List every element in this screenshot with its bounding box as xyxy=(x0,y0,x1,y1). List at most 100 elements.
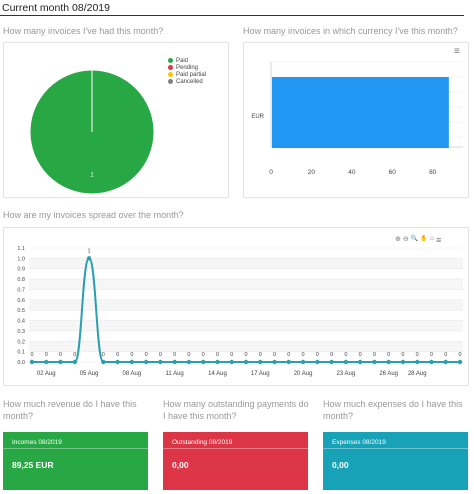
data-point xyxy=(129,359,135,365)
pie-chart-card: 1 Paid Pending Paid partial Cancelled xyxy=(3,42,229,198)
data-label: 0 xyxy=(130,352,133,358)
data-point xyxy=(372,359,377,365)
data-label: 0 xyxy=(401,352,404,358)
grid-band xyxy=(29,279,463,290)
data-point xyxy=(72,359,78,365)
data-point xyxy=(215,359,220,365)
data-label: 0 xyxy=(244,352,247,358)
data-label: 0 xyxy=(159,352,162,358)
data-point xyxy=(44,359,49,365)
data-point xyxy=(201,359,206,365)
data-point xyxy=(272,359,277,365)
data-point xyxy=(429,359,434,365)
outstanding-tile[interactable]: Outstanding 08/2019 0,00 xyxy=(163,432,308,490)
data-point xyxy=(58,359,63,365)
data-point xyxy=(386,359,391,365)
zoom-in-icon[interactable]: ⊕ xyxy=(395,236,401,243)
x-tick-label: 28 Aug xyxy=(408,371,427,377)
x-tick-label: 80 xyxy=(429,169,437,176)
zoom-icon[interactable]: 🔍 xyxy=(410,236,419,242)
question-revenue: How much revenue do I have this month? xyxy=(3,399,137,421)
x-tick-label: 02 Aug xyxy=(37,371,56,377)
data-point xyxy=(258,359,263,365)
y-tick-label: 0.6 xyxy=(17,298,25,304)
data-point xyxy=(86,256,92,261)
data-label: 0 xyxy=(187,352,190,358)
data-label: 0 xyxy=(316,352,319,358)
x-tick-label: 17 Aug xyxy=(251,371,270,377)
legend-item-paid-partial[interactable]: Paid partial xyxy=(168,71,206,78)
data-point xyxy=(300,359,306,365)
x-tick-label: 20 xyxy=(308,169,316,176)
home-icon[interactable]: ⌂ xyxy=(429,235,434,242)
legend-item-cancelled[interactable]: Cancelled xyxy=(168,78,206,85)
incomes-tile-label: Incomes 08/2019 xyxy=(3,432,148,449)
question-invoices-spread: How are my invoices spread over the mont… xyxy=(3,210,184,220)
pie-chart: 1 xyxy=(29,69,155,195)
y-tick-label: 0.0 xyxy=(17,360,25,366)
x-tick-label: 23 Aug xyxy=(337,371,356,377)
legend-marker-paid-partial xyxy=(168,72,173,77)
y-tick-label: 0.5 xyxy=(17,308,25,314)
data-point xyxy=(101,359,106,365)
data-point xyxy=(343,359,349,365)
data-point xyxy=(243,359,249,365)
data-label: 0 xyxy=(344,352,347,358)
y-tick-label: 0.9 xyxy=(17,267,25,273)
y-tick-label: 0.8 xyxy=(17,277,25,283)
legend-item-pending[interactable]: Pending xyxy=(168,64,206,71)
menu-icon[interactable]: ≡ xyxy=(454,46,460,57)
pan-icon[interactable]: ✋ xyxy=(420,236,428,242)
legend-label: Pending xyxy=(176,64,199,71)
y-tick-label: 0.1 xyxy=(17,350,25,356)
question-invoices-count: How many invoices I've had this month? xyxy=(3,26,164,36)
data-point xyxy=(286,359,291,365)
data-point xyxy=(115,359,120,365)
legend-label: Paid partial xyxy=(176,71,207,78)
grid-band xyxy=(29,320,463,331)
zoom-out-icon[interactable]: ⊖ xyxy=(402,236,409,243)
data-label: 1 xyxy=(88,248,91,254)
incomes-tile[interactable]: Incomes 08/2019 89,25 EUR xyxy=(3,432,148,490)
data-point xyxy=(315,359,320,365)
currency-bar-chart: EUR 0 20 40 60 80 xyxy=(251,61,463,176)
outstanding-tile-label: Outstanding 08/2019 xyxy=(163,432,308,449)
question-outstanding: How many outstanding payments do I have … xyxy=(163,399,309,421)
legend-label: Cancelled xyxy=(176,78,203,85)
data-label: 0 xyxy=(30,352,33,358)
y-tick-label: 1.0 xyxy=(17,256,25,262)
data-label: 0 xyxy=(102,352,105,358)
bar-eur xyxy=(272,77,449,148)
data-point xyxy=(443,359,448,365)
y-tick-label: EUR xyxy=(251,114,264,120)
menu-icon[interactable]: ≡ xyxy=(435,235,442,245)
data-label: 0 xyxy=(458,352,461,358)
legend-item-paid[interactable]: Paid xyxy=(168,57,206,64)
y-tick-label: 0.3 xyxy=(17,329,25,335)
chart-toolbar: ⊕ ⊖ 🔍 ✋ ⌂ ≡ xyxy=(395,235,441,245)
legend-marker-paid xyxy=(168,58,173,63)
x-tick-label: 11 Aug xyxy=(166,371,184,377)
outstanding-tile-value: 0,00 xyxy=(172,460,189,470)
data-label: 0 xyxy=(359,352,362,358)
data-point xyxy=(457,359,463,365)
x-tick-label: 0 xyxy=(269,169,273,176)
data-point xyxy=(329,359,334,365)
data-label: 0 xyxy=(444,352,447,358)
data-label: 0 xyxy=(259,352,262,358)
data-label: 0 xyxy=(287,352,290,358)
expenses-tile[interactable]: Expenses 08/2019 0,00 xyxy=(323,432,468,490)
currency-chart-card: ≡ EUR 0 20 40 60 80 xyxy=(243,42,469,198)
question-invoices-currency: How many invoices in which currency I've… xyxy=(243,26,458,36)
legend-label: Paid xyxy=(176,57,189,64)
data-label: 0 xyxy=(230,352,233,358)
x-tick-label: 26 Aug xyxy=(379,371,398,377)
x-tick-label: 40 xyxy=(348,169,356,176)
page-title: Current month 08/2019 xyxy=(2,2,110,14)
data-label: 0 xyxy=(59,352,62,358)
y-tick-label: 0.7 xyxy=(17,287,25,293)
x-tick-label: 60 xyxy=(389,169,397,176)
spread-line-chart: 0.0 0.1 0.2 0.3 0.4 0.5 0.6 0.7 0.8 0.9 1.0 1.1 0 0 0 0… xyxy=(17,246,463,377)
spread-chart-card: ⊕ ⊖ 🔍 ✋ ⌂ ≡ 0.0 0.1 0.2 0.3 0.4 0.5 0.6 0.7 0.8 0… xyxy=(3,227,469,386)
grid-band xyxy=(29,299,463,311)
